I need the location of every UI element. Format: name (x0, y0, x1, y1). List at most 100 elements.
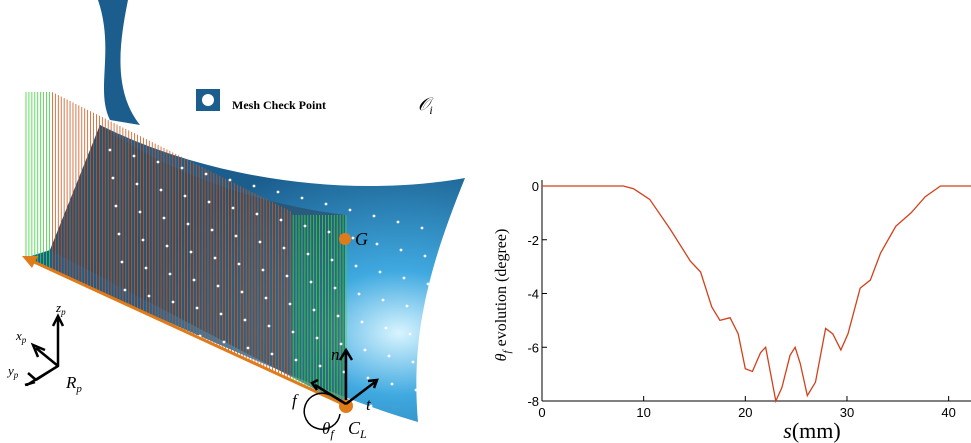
mesh-dot (285, 274, 289, 278)
mesh-dot (249, 374, 253, 378)
mesh-dot (162, 216, 166, 220)
mesh-dot (192, 278, 196, 282)
g-label: G (355, 229, 368, 249)
rp-label: Rp (65, 373, 82, 395)
mesh-dot (420, 226, 424, 230)
mesh-dot (423, 254, 427, 258)
mesh-dot (336, 314, 340, 318)
mesh-dot (144, 266, 148, 270)
text: (mm) (792, 418, 841, 443)
mesh-dot (372, 214, 376, 218)
mesh-dot (168, 272, 172, 276)
mesh-dot (246, 346, 250, 350)
yp-label: yp (6, 363, 19, 380)
zp-label: zp (55, 300, 66, 317)
mesh-dot (156, 160, 160, 164)
x-axis-label: s(mm) (783, 418, 840, 443)
mesh-dot (228, 396, 232, 400)
mesh-dot (351, 236, 355, 240)
tool-lines (25, 92, 442, 408)
mesh-dot (213, 256, 217, 260)
mesh-dot (312, 308, 316, 312)
mesh-dot (180, 384, 184, 388)
mesh-dot (228, 178, 232, 182)
mesh-dot (435, 366, 439, 370)
symbol: s (783, 418, 792, 443)
subscript: p (13, 370, 19, 380)
mesh-dot (201, 362, 205, 366)
legend-dot (202, 94, 214, 106)
mesh-dot (309, 280, 313, 284)
symbol: z (55, 300, 61, 315)
xp-label: xp (15, 328, 27, 345)
subscript: p (21, 335, 27, 345)
swept-region (50, 125, 345, 405)
line (542, 185, 971, 404)
subscript: p (75, 383, 82, 395)
mesh-dot (258, 240, 262, 244)
y-tick-label: -2 (527, 233, 539, 248)
mesh-dot (264, 296, 268, 300)
mesh-dot (225, 368, 229, 372)
mesh-dot (405, 304, 409, 308)
mesh-dot (126, 316, 130, 320)
illustration: Mesh Check Point 𝒪i G n f t θf CL xp yp … (6, 0, 465, 441)
mesh-dot (141, 238, 145, 242)
mesh-dot (267, 324, 271, 328)
mesh-dot (282, 246, 286, 250)
mesh-dot (204, 390, 208, 394)
mesh-dot (156, 378, 160, 382)
mesh-dot (354, 264, 358, 268)
symbol: C (348, 418, 361, 438)
x-tick-label: 0 (538, 405, 545, 420)
x-tick-label: 20 (738, 405, 752, 420)
mesh-dot (348, 208, 352, 212)
legend-label: Mesh Check Point (232, 98, 326, 112)
mesh-dot (174, 328, 178, 332)
mesh-dot (408, 332, 412, 336)
theta-label: θf (322, 419, 335, 441)
symbol: x (15, 328, 22, 343)
mesh-dot (240, 290, 244, 294)
y-axis-label: θf evolution (degree) (493, 229, 513, 362)
mesh-dot (279, 218, 283, 222)
subscript: p (60, 307, 66, 317)
mesh-dot (117, 232, 121, 236)
mesh-dot (387, 354, 391, 358)
cl-label: CL (348, 418, 367, 441)
subscript: f (330, 427, 335, 441)
mesh-dot (384, 326, 388, 330)
vectors (24, 313, 379, 430)
x-tick-label: 40 (941, 405, 955, 420)
x-tick-label: 30 (840, 405, 854, 420)
chart: s(mm) θf evolution (degree) 0 10 20 30 40 0 -2… (493, 179, 971, 443)
mesh-dot (153, 350, 157, 354)
symbol: θ (493, 353, 510, 361)
mesh-dot (135, 182, 139, 186)
mesh-dot (270, 352, 274, 356)
mesh-dot (315, 336, 319, 340)
mesh-dot (120, 260, 124, 264)
mesh-dot (138, 210, 142, 214)
symbol: R (65, 373, 77, 392)
point-g (339, 233, 351, 245)
mesh-dot (429, 310, 433, 314)
mesh-dot (108, 148, 112, 152)
mesh-dot (300, 196, 304, 200)
mesh-dot (159, 188, 163, 192)
mesh-dot (294, 358, 298, 362)
mesh-dot (273, 380, 277, 384)
mesh-dot (252, 402, 256, 406)
subscript: i (429, 103, 432, 117)
mesh-dot (375, 242, 379, 246)
mesh-dot (114, 204, 118, 208)
mesh-dot (360, 320, 364, 324)
mesh-dot (432, 338, 436, 342)
arrow-head (22, 256, 38, 268)
mesh-dot (342, 370, 346, 374)
mesh-dot (183, 194, 187, 198)
mesh-dot (288, 302, 292, 306)
mesh-dot (339, 342, 343, 346)
mesh-dot (147, 294, 151, 298)
mesh-dot (129, 344, 133, 348)
